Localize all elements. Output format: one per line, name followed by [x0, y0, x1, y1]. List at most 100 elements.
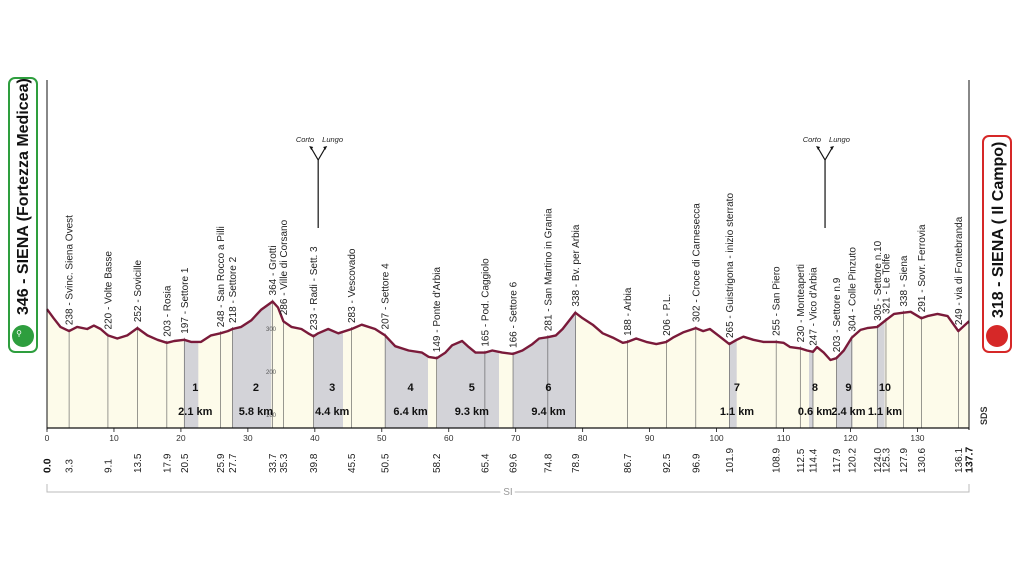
profile-path [46, 300, 970, 362]
km-mark: 130.6 [917, 448, 928, 473]
km-mark: 69.6 [509, 453, 520, 473]
axis-tick-label: 80 [578, 433, 588, 443]
sector-band [836, 337, 853, 428]
km-marks: 0.0 3.3 9.1 13.5 17.9 20.5 25.9 27.7 33.7 35.3 39.… [42, 447, 976, 473]
waypoint-label: 203 - Rosia [162, 285, 173, 337]
branch-left [817, 147, 826, 161]
arrow-head-left [309, 146, 314, 150]
sector-number: 3 [329, 382, 335, 394]
axis-tick-label: 90 [645, 433, 655, 443]
sector-number: 9 [845, 382, 851, 394]
km-mark: 17.9 [162, 453, 173, 473]
waypoint-label: 249 - via di Fontebranda [954, 216, 965, 325]
sector-labels: 300 200 100 1 2.1 km 2 5.8 km 3 4.4 km 4 6.4 km 5 9.… [178, 327, 902, 419]
km-mark: 136.1 [954, 448, 965, 473]
waypoint-label: 248 - San Rocco a Pilli [216, 226, 227, 327]
axis-tick-label: 0 [45, 433, 50, 443]
km-mark: 9.1 [103, 459, 114, 473]
axis-tick-label: 110 [777, 433, 791, 443]
sector-number: 10 [879, 382, 891, 394]
profile-line [46, 300, 970, 362]
waypoint-label: 252 - Sovicille [133, 259, 144, 322]
km-mark: 86.7 [623, 453, 634, 473]
branch-arrow: Corto Lungo [803, 135, 850, 228]
km-mark: 33.7 [268, 453, 279, 473]
waypoint-label: 304 - Colle Pinzuto [847, 247, 858, 332]
altitude-tick: 300 [266, 327, 277, 333]
waypoint-label: 283 - Vescovado [347, 248, 358, 323]
branch-arrow: Corto Lungo [296, 135, 343, 228]
sector-number: 1 [192, 382, 198, 394]
branch-left-label: Corto [296, 135, 314, 144]
km-mark: 20.5 [180, 453, 191, 473]
sector-number: 5 [469, 382, 475, 394]
waypoint-label: 197 - Settore 1 [180, 267, 191, 334]
start-badge: ⚲ 346 - SIENA (Fortezza Medicea) [8, 77, 38, 353]
waypoint-label: 218 - Settore 2 [228, 256, 239, 323]
km-mark: 108.9 [772, 448, 783, 473]
axis-tick-label: 40 [310, 433, 320, 443]
waypoint-label: 305 - Settore n.10 [873, 240, 884, 320]
sector-length: 4.4 km [315, 406, 349, 418]
km-mark: 65.4 [480, 453, 491, 473]
branch-right-label: Lungo [322, 135, 343, 144]
km-mark: 25.9 [216, 453, 227, 473]
bike-icon [12, 325, 34, 347]
km-mark: 74.8 [543, 453, 554, 473]
axis-tick-label: 10 [109, 433, 119, 443]
sector-number: 2 [253, 382, 259, 394]
finish-label: 318 - SIENA ( Il Campo) [990, 142, 1007, 318]
km-mark: 96.9 [691, 453, 702, 473]
sector-band [809, 350, 813, 428]
axis-tick-label: 130 [910, 433, 924, 443]
profile-area [47, 301, 969, 428]
waypoint-label: 165 - Pod. Caggiolo [480, 258, 491, 347]
footer-label: SI [503, 487, 512, 498]
axis-tick-label: 30 [243, 433, 253, 443]
km-mark: 137.7 [964, 447, 976, 473]
sector-length: 1.1 km [720, 406, 754, 418]
sector-length: 2.4 km [831, 406, 865, 418]
waypoint-label: 166 - Settore 6 [509, 281, 520, 348]
sector-band [313, 329, 343, 428]
waypoint-label: 302 - Croce di Carnesecca [691, 203, 702, 322]
km-mark: 112.5 [796, 448, 807, 473]
km-mark: 117.9 [832, 448, 843, 473]
axis-tick-label: 100 [709, 433, 723, 443]
sector-length: 9.3 km [455, 406, 489, 418]
branch-right-label: Lungo [829, 135, 850, 144]
svg-text:⚲: ⚲ [16, 329, 22, 338]
sector-length: 2.1 km [178, 406, 212, 418]
sector-number: 8 [812, 382, 818, 394]
waypoint-label: 188 - Arbia [623, 287, 634, 336]
waypoint-label: 233 - Radi - Sett. 3 [309, 246, 320, 330]
axis-tick-label: 50 [377, 433, 387, 443]
km-mark: 92.5 [662, 453, 673, 473]
branch-right [824, 147, 833, 161]
arrow-head-right [830, 146, 835, 150]
waypoint-label: 220 - Volte Basse [103, 251, 114, 330]
km-mark: 127.9 [899, 448, 910, 473]
sds-logo: SDS [979, 406, 989, 425]
km-mark: 35.3 [279, 453, 290, 473]
sector-band [385, 335, 428, 428]
km-mark: 114.4 [808, 448, 819, 473]
km-mark: 58.2 [432, 453, 443, 473]
sector-band [184, 339, 199, 428]
axis-tick-label: 70 [511, 433, 521, 443]
sector-number: 4 [407, 382, 414, 394]
bike-icon [986, 325, 1008, 347]
arrow-head-left [816, 146, 821, 150]
axis-tick-label: 20 [176, 433, 186, 443]
km-mark: 45.5 [347, 453, 358, 473]
km-mark: 125.3 [881, 448, 892, 473]
sector-number: 6 [545, 382, 551, 394]
km-mark: 78.9 [571, 453, 582, 473]
waypoint-label: 149 - Ponte d'Arbia [432, 267, 443, 353]
waypoint-label: 364 - Grotti [268, 245, 279, 295]
km-mark: 27.7 [228, 453, 239, 473]
axis-tick-label: 120 [843, 433, 857, 443]
km-mark: 124.0 [873, 448, 884, 473]
sector-length: 6.4 km [393, 406, 427, 418]
